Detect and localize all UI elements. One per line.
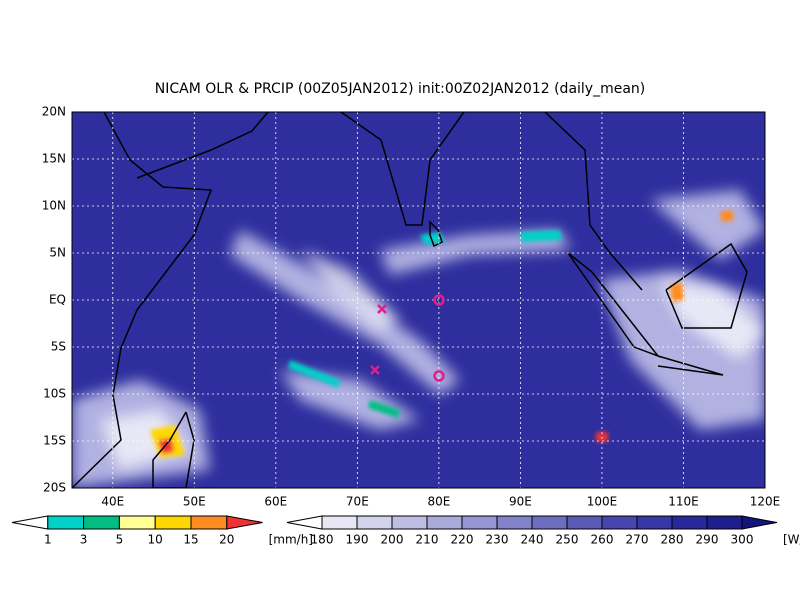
lon-label: 110E	[668, 495, 699, 509]
lat-label: EQ	[49, 293, 66, 307]
precip-legend-label: 1	[44, 533, 52, 547]
lat-label: 20N	[42, 105, 66, 119]
olr-legend-swatch	[531, 515, 568, 530]
lon-label: 90E	[509, 495, 532, 509]
precip-legend-swatch	[118, 515, 156, 530]
lon-label: 60E	[264, 495, 287, 509]
olr-legend-label: 190	[346, 533, 369, 547]
precip-legend-label: 3	[80, 533, 88, 547]
olr-legend-swatch	[566, 515, 603, 530]
olr-legend-label: 300	[731, 533, 754, 547]
lon-label: 70E	[346, 495, 369, 509]
olr-legend-swatch	[321, 515, 358, 530]
map-field	[72, 112, 765, 488]
olr-legend-swatch	[286, 515, 323, 530]
storm-markers	[370, 294, 445, 382]
precip-legend-swatch	[47, 515, 85, 530]
precip-legend-swatch	[226, 515, 263, 530]
olr-legend-label: 180	[311, 533, 334, 547]
precip-legend-swatch	[83, 515, 120, 530]
olr-legend-label: 260	[591, 533, 614, 547]
olr-legend-swatch	[391, 515, 428, 530]
olr-legend-label: 280	[661, 533, 684, 547]
olr-legend-label: 290	[696, 533, 719, 547]
olr-legend-swatch	[461, 515, 498, 530]
map-title: NICAM OLR & PRCIP (00Z05JAN2012) init:00…	[155, 81, 646, 97]
lon-label: 40E	[101, 495, 124, 509]
grid	[72, 112, 765, 488]
precip-legend-swatch	[11, 515, 49, 530]
olr-legend-label: 230	[486, 533, 509, 547]
map-frame	[71, 111, 766, 489]
lon-label: 100E	[587, 495, 618, 509]
precip-legend-unit: [mm/h]	[269, 533, 313, 547]
olr-legend-label: 220	[451, 533, 474, 547]
precip-legend-swatch	[154, 515, 192, 530]
precip-legend-label: 5	[116, 533, 124, 547]
lat-label: 5N	[49, 246, 66, 260]
lat-label: 5S	[51, 340, 66, 354]
olr-legend-label: 210	[416, 533, 439, 547]
lon-label: 50E	[183, 495, 206, 509]
precip-legend-swatch	[190, 515, 228, 530]
olr-legend-swatch	[496, 515, 533, 530]
precip-legend-label: 10	[148, 533, 163, 547]
olr-legend-swatch	[671, 515, 708, 530]
lon-label: 80E	[427, 495, 450, 509]
lon-label: 120E	[750, 495, 781, 509]
precip-legend-label: 15	[183, 533, 198, 547]
olr-legend-unit: [W/m^2]	[783, 533, 800, 547]
lat-label: 20S	[43, 481, 66, 495]
olr-legend-swatch	[601, 515, 638, 530]
lat-label: 10N	[42, 199, 66, 213]
olr-legend-label: 250	[556, 533, 579, 547]
olr-legend-swatch	[706, 515, 743, 530]
olr-legend-swatch	[741, 515, 778, 530]
lat-label: 10S	[43, 387, 66, 401]
olr-legend-swatch	[356, 515, 393, 530]
olr-legend-swatch	[636, 515, 673, 530]
olr-legend-label: 240	[521, 533, 544, 547]
olr-legend-label: 270	[626, 533, 649, 547]
olr-legend-swatch	[426, 515, 463, 530]
precip-legend-label: 20	[219, 533, 234, 547]
lat-label: 15S	[43, 434, 66, 448]
olr-legend-label: 200	[381, 533, 404, 547]
lat-label: 15N	[42, 152, 66, 166]
